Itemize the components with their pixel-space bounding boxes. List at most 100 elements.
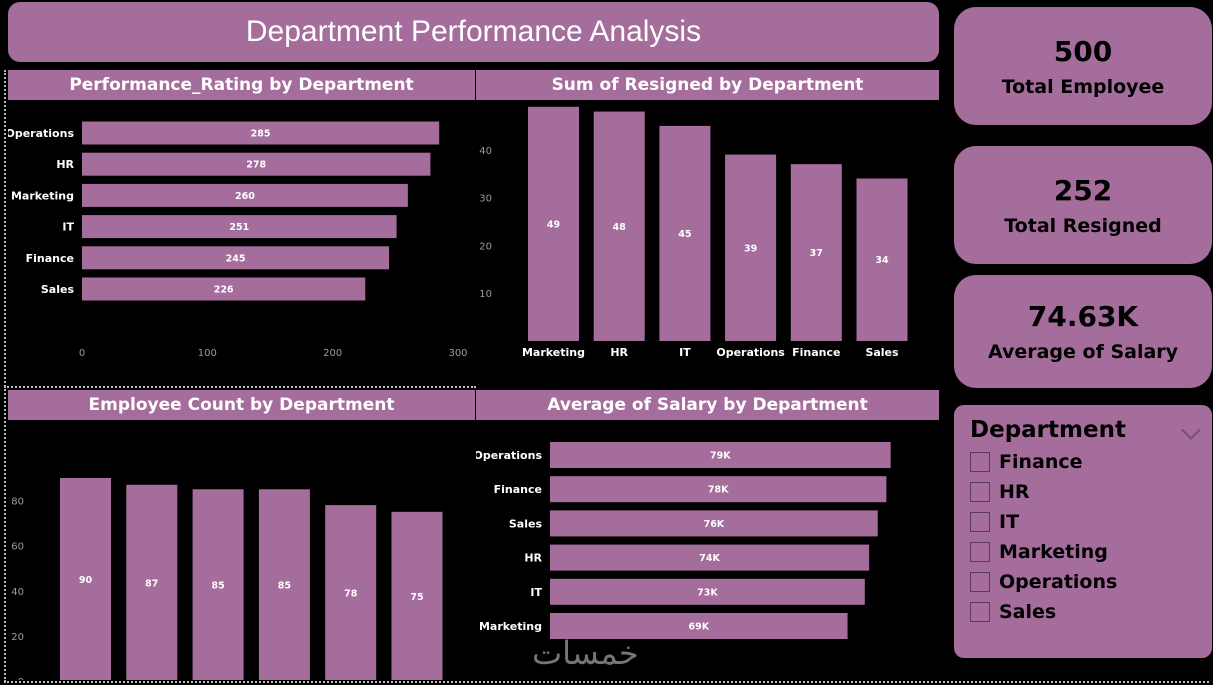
category-label: Marketing xyxy=(11,189,74,202)
bar xyxy=(550,613,848,639)
frame-left-border xyxy=(4,70,6,682)
kpi-average-salary: 74.63K Average of Salary xyxy=(954,275,1212,388)
employees-chart-title: Employee Count by Department xyxy=(8,390,475,420)
data-label: 37 xyxy=(810,248,823,259)
data-label: 34 xyxy=(875,255,889,266)
y-tick-label: 60 xyxy=(11,542,24,553)
slicer-item-sales[interactable]: Sales xyxy=(970,597,1196,627)
category-label: Marketing xyxy=(479,620,542,633)
resigned-chart-plot: 49 Marketing 48 HR 45 IT 39 Operations 37 Finance… xyxy=(479,106,908,359)
data-label: 48 xyxy=(613,222,627,233)
checkbox-it[interactable] xyxy=(970,512,990,532)
y-tick-label: 20 xyxy=(11,632,24,643)
slicer-item-label: IT xyxy=(999,511,1020,533)
data-label: 69K xyxy=(688,622,709,633)
category-label: HR xyxy=(524,552,542,565)
kpi-average-salary-value: 74.63K xyxy=(1027,300,1139,333)
data-label: 49 xyxy=(547,219,560,230)
slicer-item-label: Marketing xyxy=(999,541,1108,563)
resigned-chart-title: Sum of Resigned by Department xyxy=(476,70,939,100)
checkbox-operations[interactable] xyxy=(970,572,990,592)
bar xyxy=(550,442,891,468)
y-tick-label: 30 xyxy=(479,194,492,205)
data-label: 87 xyxy=(145,578,158,589)
category-label: Finance xyxy=(792,346,840,359)
y-tick-label: 0 xyxy=(18,677,24,680)
data-label: 74K xyxy=(699,553,720,564)
watermark-logo: خمسات xyxy=(532,634,639,672)
data-label: 78K xyxy=(708,485,729,496)
kpi-total-employee: 500 Total Employee xyxy=(954,7,1212,125)
frame-bottom-border xyxy=(4,681,1209,683)
bar xyxy=(391,511,443,680)
data-label: 278 xyxy=(246,160,266,171)
y-tick-label: 40 xyxy=(479,146,492,157)
slicer-item-finance[interactable]: Finance xyxy=(970,447,1196,477)
bar xyxy=(593,111,645,341)
category-label: Operations xyxy=(476,449,542,462)
kpi-total-employee-value: 500 xyxy=(1053,34,1113,68)
slicer-item-operations[interactable]: Operations xyxy=(970,567,1196,597)
bar xyxy=(528,106,579,341)
bar xyxy=(856,178,908,341)
performance-chart-plot: 285 Operations 278 HR 260 Marketing 251 IT 245 Fi… xyxy=(8,121,468,359)
bar xyxy=(82,215,397,239)
bar xyxy=(126,484,178,680)
checkbox-hr[interactable] xyxy=(970,482,990,502)
performance-chart[interactable]: Performance_Rating by Department 285 Oper… xyxy=(8,70,475,385)
data-label: 76K xyxy=(704,519,725,530)
data-label: 79K xyxy=(710,451,731,462)
data-label: 39 xyxy=(744,243,757,254)
slicer-item-it[interactable]: IT xyxy=(970,507,1196,537)
data-label: 85 xyxy=(278,581,291,592)
performance-chart-title: Performance_Rating by Department xyxy=(8,70,475,100)
category-label: HR xyxy=(56,158,74,171)
data-label: 260 xyxy=(235,191,255,202)
slicer-item-hr[interactable]: HR xyxy=(970,477,1196,507)
salary-chart-title: Average of Salary by Department xyxy=(476,390,939,420)
kpi-total-resigned: 252 Total Resigned xyxy=(954,146,1212,264)
checkbox-finance[interactable] xyxy=(970,452,990,472)
bar xyxy=(192,489,244,680)
kpi-average-salary-label: Average of Salary xyxy=(987,341,1179,363)
bar xyxy=(550,510,878,537)
bar xyxy=(258,489,310,680)
bar xyxy=(82,152,431,176)
data-label: 90 xyxy=(79,575,93,586)
department-slicer: Department Finance HR IT Marketing Opera… xyxy=(954,405,1212,658)
category-label: Marketing xyxy=(522,346,585,359)
slicer-title: Department xyxy=(970,417,1126,443)
bar xyxy=(725,154,777,341)
employees-chart[interactable]: Employee Count by Department 90Marketing… xyxy=(8,390,475,680)
slicer-item-marketing[interactable]: Marketing xyxy=(970,537,1196,567)
salary-chart[interactable]: Average of Salary by Department 79K Opera… xyxy=(476,390,939,680)
bar xyxy=(550,578,865,605)
bar xyxy=(550,476,887,503)
kpi-total-employee-label: Total Employee xyxy=(1001,75,1165,98)
bar xyxy=(82,277,366,301)
bar xyxy=(82,246,390,270)
data-label: 45 xyxy=(678,229,691,240)
data-label: 251 xyxy=(229,222,249,233)
x-tick-label: 100 xyxy=(198,348,217,359)
resigned-chart[interactable]: Sum of Resigned by Department 49 Marketin… xyxy=(476,70,939,385)
data-label: 245 xyxy=(226,253,246,264)
y-tick-label: 80 xyxy=(11,497,24,508)
data-label: 73K xyxy=(697,587,718,598)
category-label: Sales xyxy=(865,346,899,359)
checkbox-marketing[interactable] xyxy=(970,542,990,562)
data-label: 285 xyxy=(251,129,271,140)
bar xyxy=(82,121,440,145)
y-tick-label: 20 xyxy=(479,241,492,252)
slicer-item-label: Finance xyxy=(999,451,1083,473)
category-label: Operations xyxy=(8,127,74,140)
data-label: 226 xyxy=(214,285,234,296)
frame-mid-divider xyxy=(4,386,476,388)
x-tick-label: 0 xyxy=(79,348,85,359)
bar xyxy=(325,505,377,680)
x-tick-label: 200 xyxy=(323,348,342,359)
bar xyxy=(659,125,711,342)
category-label: Operations xyxy=(716,346,785,359)
checkbox-sales[interactable] xyxy=(970,602,990,622)
category-label: IT xyxy=(62,221,74,234)
